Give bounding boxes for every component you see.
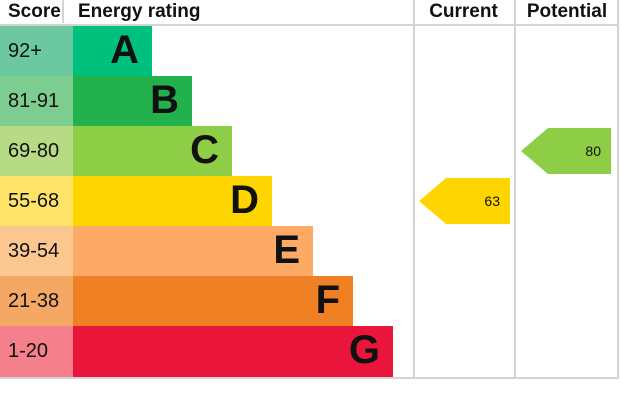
score-range-f: 21-38 bbox=[0, 276, 73, 326]
band-row-g: 1-20 G bbox=[0, 326, 413, 377]
bottom-border-line bbox=[0, 377, 619, 379]
score-header-divider bbox=[62, 0, 64, 23]
band-row-d: 55-68 D bbox=[0, 176, 413, 226]
band-bar-b: B bbox=[73, 76, 192, 126]
score-column-header: Score bbox=[8, 1, 61, 22]
potential-column-header: Potential bbox=[526, 1, 608, 22]
score-range-g: 1-20 bbox=[0, 326, 73, 377]
header-divider-line bbox=[0, 24, 619, 26]
band-row-a: 92+ A bbox=[0, 26, 413, 76]
band-row-c: 69-80 C bbox=[0, 126, 413, 176]
score-range-e: 39-54 bbox=[0, 226, 73, 276]
band-bar-a: A bbox=[73, 26, 152, 76]
energy-rating-column-header: Energy rating bbox=[78, 1, 201, 22]
score-range-a: 92+ bbox=[0, 26, 73, 76]
band-bar-c: C bbox=[73, 126, 232, 176]
band-bar-d: D bbox=[73, 176, 272, 226]
right-border-line bbox=[617, 0, 619, 377]
score-range-c: 69-80 bbox=[0, 126, 73, 176]
band-bar-e: E bbox=[73, 226, 313, 276]
band-row-e: 39-54 E bbox=[0, 226, 413, 276]
band-bar-f: F bbox=[73, 276, 353, 326]
band-bar-g: G bbox=[73, 326, 393, 377]
current-rating-arrow: 63 bbox=[419, 178, 510, 224]
band-row-b: 81-91 B bbox=[0, 76, 413, 126]
current-column-divider bbox=[413, 0, 415, 377]
band-row-f: 21-38 F bbox=[0, 276, 413, 326]
score-range-d: 55-68 bbox=[0, 176, 73, 226]
current-column-header: Current bbox=[429, 1, 498, 22]
score-range-b: 81-91 bbox=[0, 76, 73, 126]
potential-column-divider bbox=[514, 0, 516, 377]
potential-rating-arrow: 80 bbox=[521, 128, 611, 174]
